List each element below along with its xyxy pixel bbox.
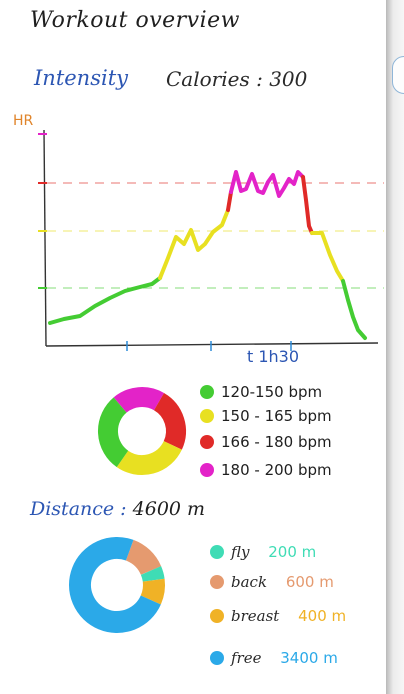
intensity-label: Intensity bbox=[34, 66, 129, 90]
hr-segment bbox=[341, 279, 367, 340]
zone-threshold-lines bbox=[47, 182, 384, 289]
stroke-name: free bbox=[231, 648, 262, 667]
stroke-row: free 3400 m bbox=[210, 648, 338, 667]
stroke-name: back bbox=[231, 572, 268, 591]
stroke-row: breast 400 m bbox=[210, 606, 346, 625]
y-axis-label: HR bbox=[13, 113, 34, 129]
stroke-name: fly bbox=[231, 542, 250, 561]
stroke-row: back 600 m bbox=[210, 572, 334, 591]
stroke-value: 200 m bbox=[268, 542, 317, 561]
stroke-slice bbox=[69, 537, 161, 633]
hr-zone-slice bbox=[97, 397, 129, 468]
zone-red-dot bbox=[200, 434, 214, 449]
distance-readout: Distance : 4600 m bbox=[30, 498, 205, 520]
zone-magenta-dot bbox=[200, 462, 214, 477]
distance-value: 4600 m bbox=[132, 498, 206, 520]
x-axis bbox=[45, 342, 379, 347]
hr-segment bbox=[48, 276, 162, 325]
sheet bbox=[0, 0, 386, 694]
breast-dot bbox=[210, 608, 224, 623]
zone-yellow-dot bbox=[200, 408, 214, 423]
legend-row: 150 - 165 bpm bbox=[200, 406, 332, 425]
y-axis bbox=[43, 129, 47, 347]
chart-axes bbox=[38, 129, 379, 351]
stroke-slice bbox=[140, 578, 165, 605]
stroke-distance-donut bbox=[69, 537, 165, 633]
legend-row: 180 - 200 bpm bbox=[200, 460, 332, 479]
legend-row: 166 - 180 bpm bbox=[200, 432, 332, 451]
back-dot bbox=[210, 574, 224, 589]
legend-zone-label: 180 - 200 bpm bbox=[221, 460, 332, 479]
stroke-slice bbox=[125, 539, 162, 576]
hr-zone-slice bbox=[116, 440, 182, 475]
hr-zone-donut bbox=[97, 387, 186, 475]
fly-dot bbox=[210, 544, 224, 559]
hr-segment bbox=[226, 190, 233, 212]
legend-row: 120-150 bpm bbox=[200, 382, 322, 401]
zone-green-dot bbox=[200, 384, 214, 399]
calories-readout: Calories : 300 bbox=[166, 67, 307, 91]
calories-label: Calories : bbox=[166, 67, 263, 91]
calories-value: 300 bbox=[269, 67, 308, 91]
hr-segment bbox=[310, 231, 345, 283]
stroke-row: fly 200 m bbox=[210, 542, 316, 561]
hr-segment bbox=[301, 175, 314, 235]
heart-rate-line bbox=[48, 170, 367, 340]
stroke-slice bbox=[140, 566, 165, 583]
x-axis-label: t 1h30 bbox=[247, 347, 300, 366]
stroke-name: breast bbox=[231, 606, 280, 625]
legend-zone-label: 120-150 bpm bbox=[221, 382, 323, 401]
stroke-value: 600 m bbox=[285, 572, 334, 591]
legend-zone-label: 150 - 165 bpm bbox=[221, 406, 332, 425]
hr-zone-slice bbox=[113, 387, 165, 414]
hr-segment bbox=[158, 208, 230, 280]
page-title: Workout overview bbox=[30, 8, 240, 33]
hr-segment bbox=[229, 170, 305, 198]
hr-zone-slice bbox=[153, 392, 186, 450]
distance-label: Distance : bbox=[30, 498, 127, 520]
stroke-value: 3400 m bbox=[280, 648, 338, 667]
side-panel-edge bbox=[386, 0, 404, 694]
stroke-value: 400 m bbox=[298, 606, 347, 625]
free-dot bbox=[210, 650, 224, 665]
legend-zone-label: 166 - 180 bpm bbox=[221, 432, 332, 451]
